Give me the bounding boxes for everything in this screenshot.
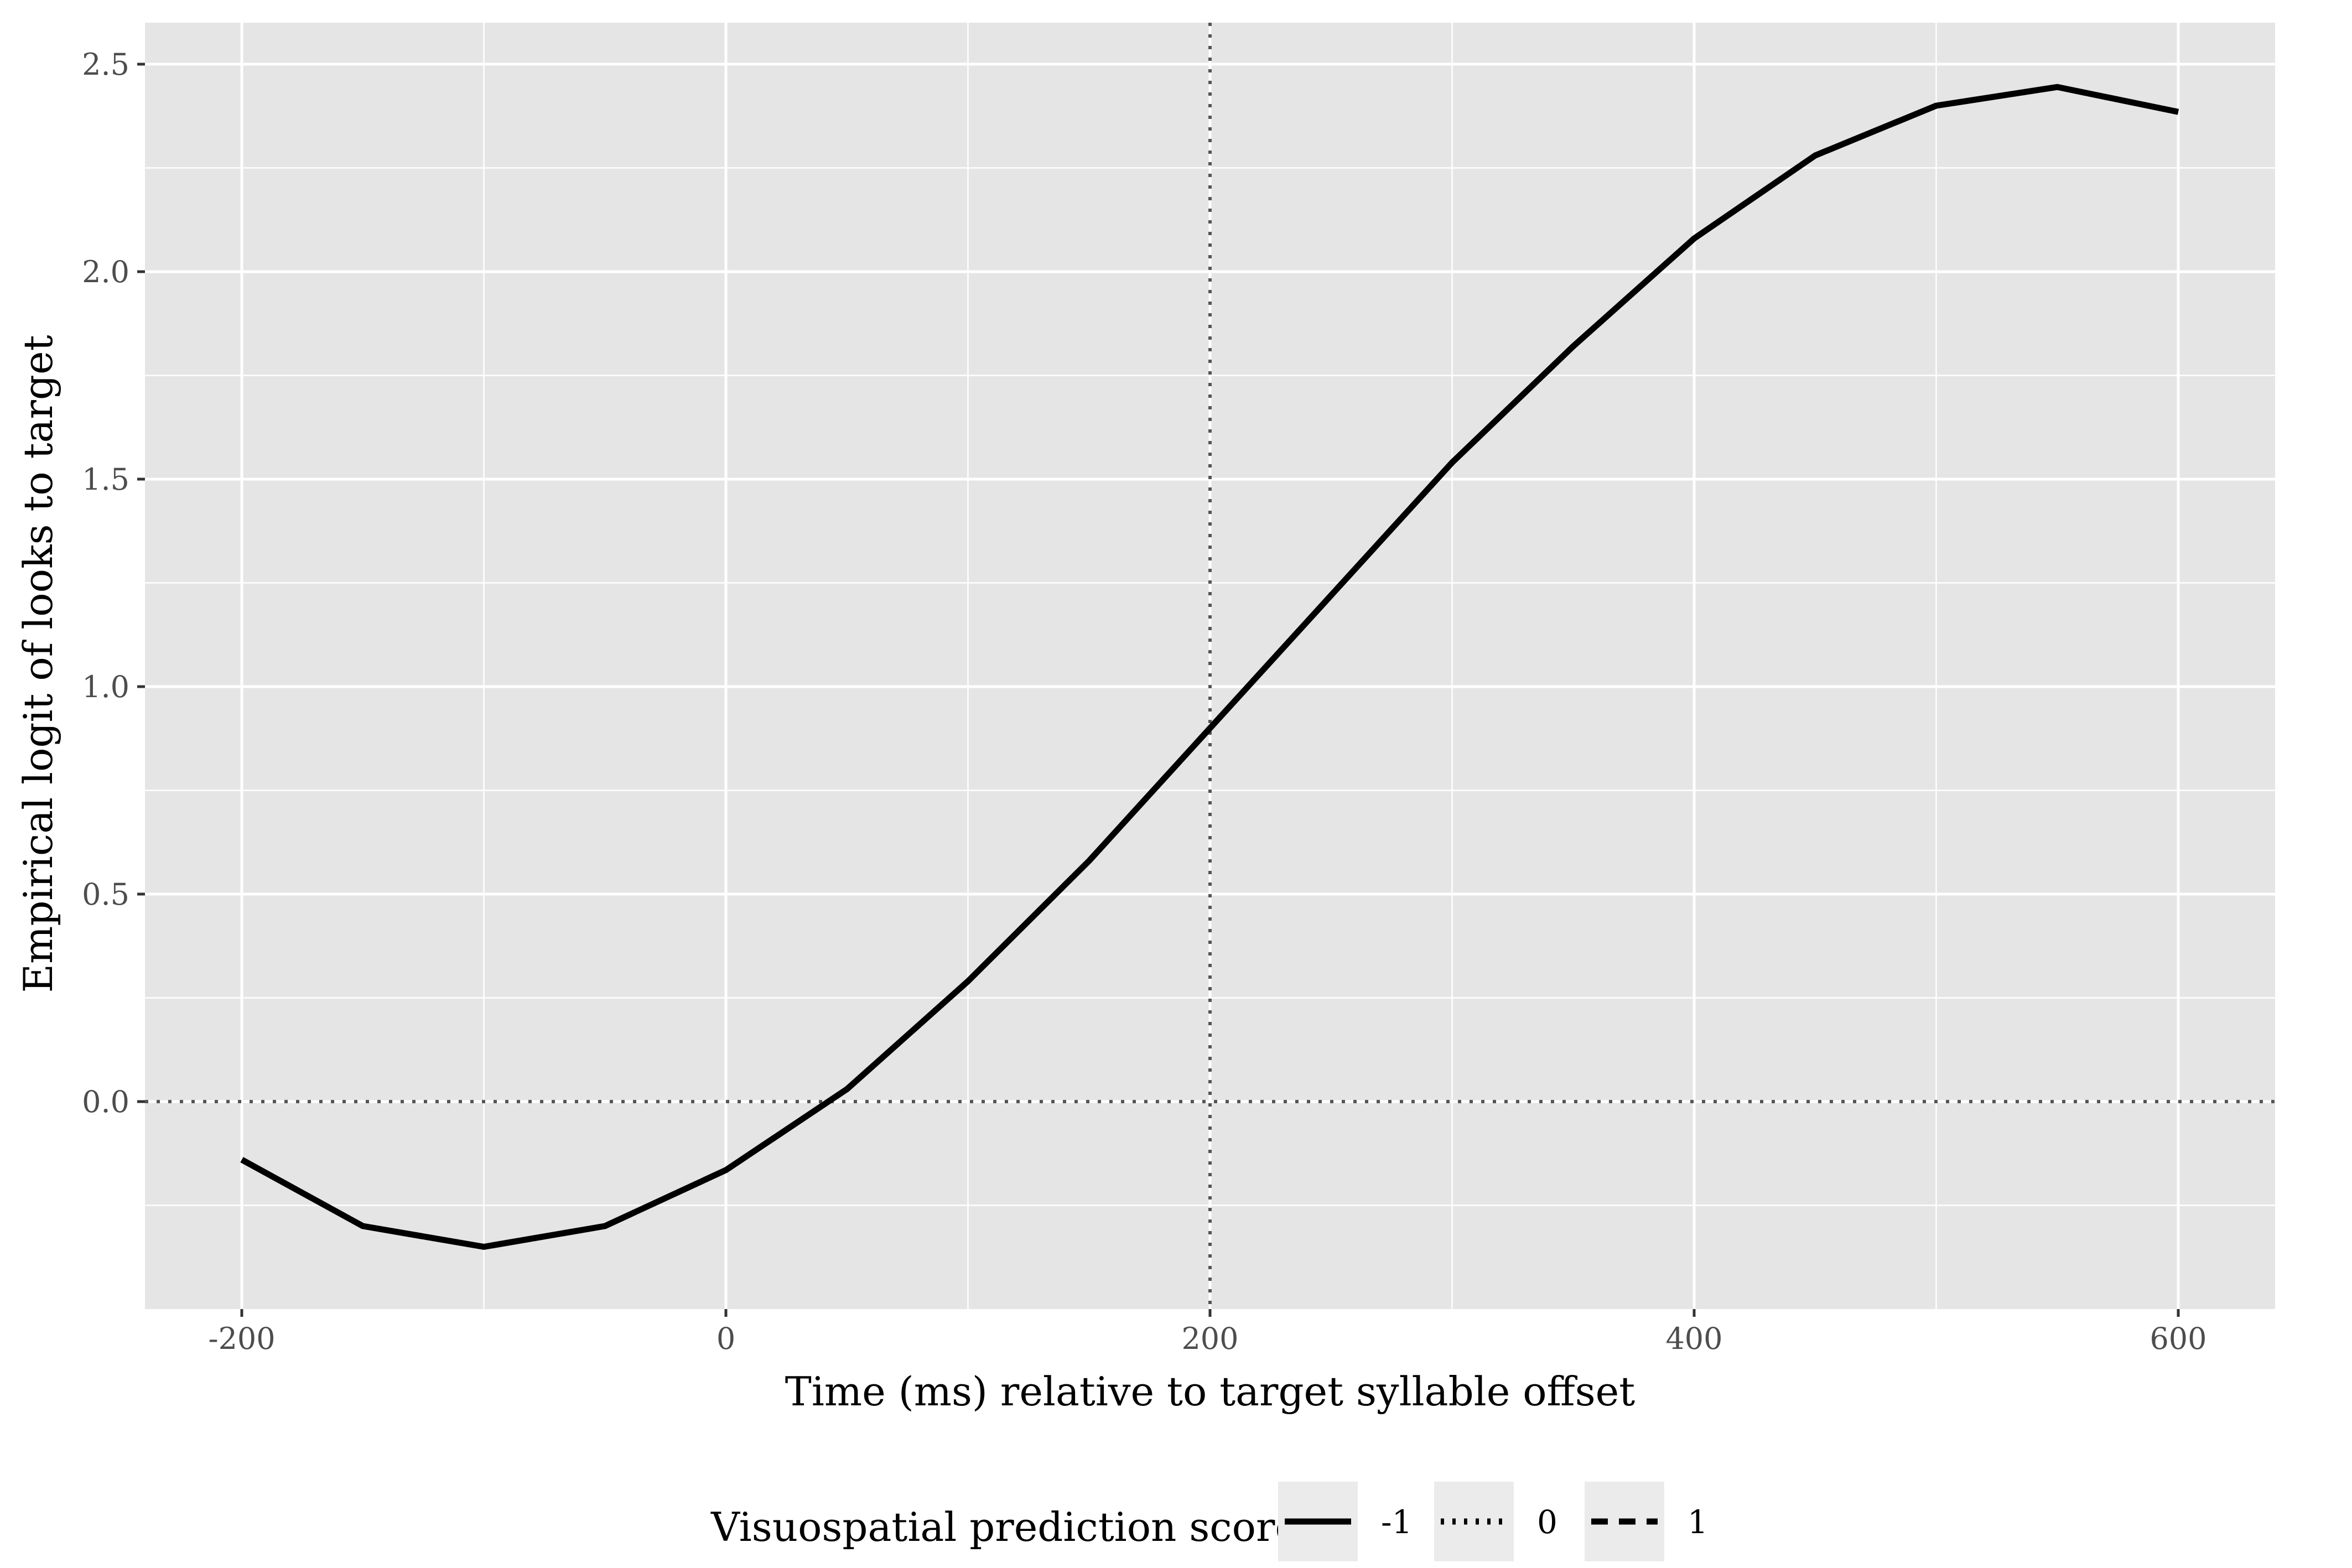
series-line <box>240 84 2179 1250</box>
x-axis-ticks: -200 0 200 400 600 <box>208 1309 2207 1356</box>
x-tick-label: 0 <box>716 1321 735 1356</box>
x-tick-label: 600 <box>2149 1321 2206 1356</box>
y-tick-label: 2.5 <box>82 47 129 82</box>
legend-label: -1 <box>1381 1503 1413 1541</box>
y-axis-ticks: 0.0 0.5 1.0 1.5 2.0 2.5 <box>82 47 145 1119</box>
y-tick-label: 0.5 <box>82 877 129 912</box>
y-tick-label: 0.0 <box>82 1084 129 1119</box>
legend: Visuospatial prediction score -1 0 1 <box>710 1482 1708 1561</box>
x-axis-title: Time (ms) relative to target syllable of… <box>785 1368 1635 1415</box>
x-tick-label: -200 <box>208 1321 275 1356</box>
legend-label: 0 <box>1537 1503 1557 1541</box>
legend-title: Visuospatial prediction score <box>710 1504 1299 1550</box>
x-tick-label: 200 <box>1181 1321 1238 1356</box>
y-axis-title: Empirical logit of looks to target <box>15 335 61 993</box>
legend-keys: -1 0 1 <box>1278 1482 1708 1561</box>
legend-label: 1 <box>1688 1503 1708 1541</box>
y-tick-label: 1.5 <box>82 462 129 497</box>
y-tick-label: 1.0 <box>82 669 129 704</box>
grid-major <box>145 23 2275 1309</box>
x-tick-label: 400 <box>1665 1321 1722 1356</box>
y-tick-label: 2.0 <box>82 255 129 289</box>
reference-lines <box>145 23 2275 1309</box>
series-layer <box>240 84 2179 1250</box>
